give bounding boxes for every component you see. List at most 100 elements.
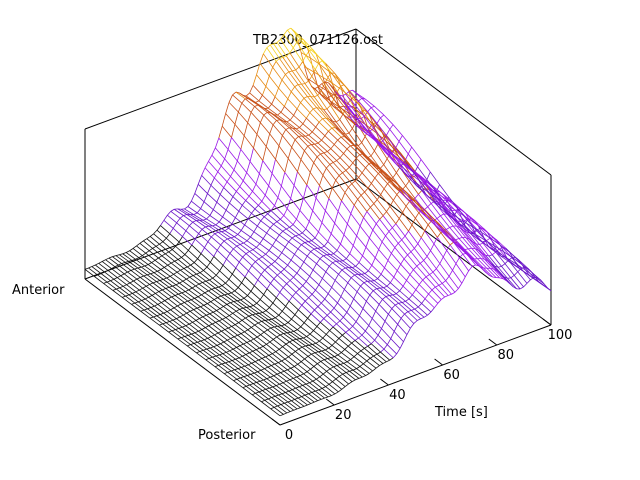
surface-line	[227, 370, 232, 373]
surface-line	[226, 253, 231, 260]
surface-line	[170, 211, 181, 219]
surface-line	[297, 159, 302, 172]
surface-line	[375, 219, 380, 224]
surface-line	[436, 268, 446, 281]
surface-line	[289, 52, 300, 68]
surface-line	[159, 243, 170, 253]
surface-line	[242, 94, 253, 102]
surface-line	[201, 228, 212, 238]
surface-line	[193, 341, 198, 344]
surface-line	[396, 194, 407, 207]
surface-line	[239, 180, 244, 187]
surface-line	[279, 119, 290, 128]
surface-line	[202, 314, 207, 318]
surface-line	[138, 301, 148, 310]
surface-line	[292, 339, 303, 348]
surface-line	[84, 269, 95, 277]
surface-line	[460, 225, 471, 234]
surface-line	[235, 358, 246, 367]
surface-line	[256, 382, 267, 390]
surface-line	[257, 322, 268, 331]
surface-line	[272, 61, 277, 68]
surface-line	[207, 185, 212, 194]
surface-line	[254, 106, 265, 116]
surface-line	[463, 224, 474, 235]
surface-line	[318, 351, 328, 359]
surface-line	[160, 220, 165, 226]
surface-line	[332, 82, 342, 91]
surface-line	[324, 358, 328, 361]
surface-line	[521, 264, 532, 273]
surface-line	[335, 260, 346, 269]
surface-line	[260, 368, 265, 371]
surface-line	[351, 342, 362, 352]
surface-line	[155, 245, 166, 255]
surface-line	[411, 218, 416, 226]
surface-line	[179, 282, 189, 291]
surface-line	[144, 264, 149, 267]
surface-line	[418, 284, 429, 295]
surface-line	[436, 218, 447, 230]
surface-line	[320, 321, 330, 331]
surface-line	[283, 370, 294, 379]
surface-line	[263, 378, 268, 381]
surface-line	[407, 153, 418, 168]
surface-line	[205, 358, 210, 361]
surface-line	[268, 250, 279, 258]
surface-line	[328, 130, 338, 141]
surface-line	[188, 250, 198, 260]
surface-line	[320, 318, 325, 323]
surface-line	[438, 222, 448, 233]
surface-line	[274, 363, 285, 372]
surface-line	[264, 399, 275, 408]
surface-line	[150, 307, 161, 315]
surface-line	[352, 162, 363, 174]
surface-line	[140, 277, 150, 285]
surface-line	[265, 388, 276, 397]
surface-line	[269, 302, 274, 308]
surface-line	[265, 133, 271, 147]
surface-line	[256, 63, 261, 75]
surface-line	[302, 232, 312, 241]
surface-line	[370, 339, 375, 345]
surface-line	[259, 63, 270, 77]
surface-line	[182, 325, 186, 328]
surface-line	[437, 299, 442, 304]
surface-line	[270, 327, 281, 336]
surface-line	[464, 248, 469, 250]
surface-line	[125, 252, 136, 260]
surface-line	[390, 338, 401, 349]
surface-line	[216, 250, 227, 260]
surface-line	[257, 225, 267, 234]
surface-line	[445, 276, 450, 281]
surface-line	[420, 230, 426, 238]
surface-line	[452, 263, 457, 271]
surface-line	[287, 27, 292, 31]
surface-line	[101, 261, 112, 269]
surface-line	[398, 302, 409, 312]
surface-line	[242, 306, 247, 309]
surface-line	[354, 340, 365, 349]
surface-line	[211, 147, 216, 156]
surface-line	[391, 253, 401, 265]
surface-line	[219, 308, 230, 316]
surface-line	[392, 177, 403, 190]
surface-line	[224, 329, 235, 338]
surface-line	[174, 260, 185, 269]
surface-line	[226, 181, 237, 192]
surface-line	[340, 136, 351, 147]
surface-line	[364, 136, 375, 152]
surface-line	[289, 119, 300, 128]
surface-line	[431, 194, 442, 202]
surface-line	[381, 328, 392, 339]
surface-line	[95, 262, 99, 266]
surface-line	[426, 256, 437, 269]
surface-line	[166, 237, 176, 247]
surface-line	[227, 238, 238, 247]
surface-line	[332, 260, 337, 264]
surface-line	[157, 270, 167, 279]
surface-line	[281, 252, 292, 261]
surface-line	[377, 144, 388, 160]
surface-line	[302, 337, 313, 345]
surface-line	[215, 286, 219, 289]
